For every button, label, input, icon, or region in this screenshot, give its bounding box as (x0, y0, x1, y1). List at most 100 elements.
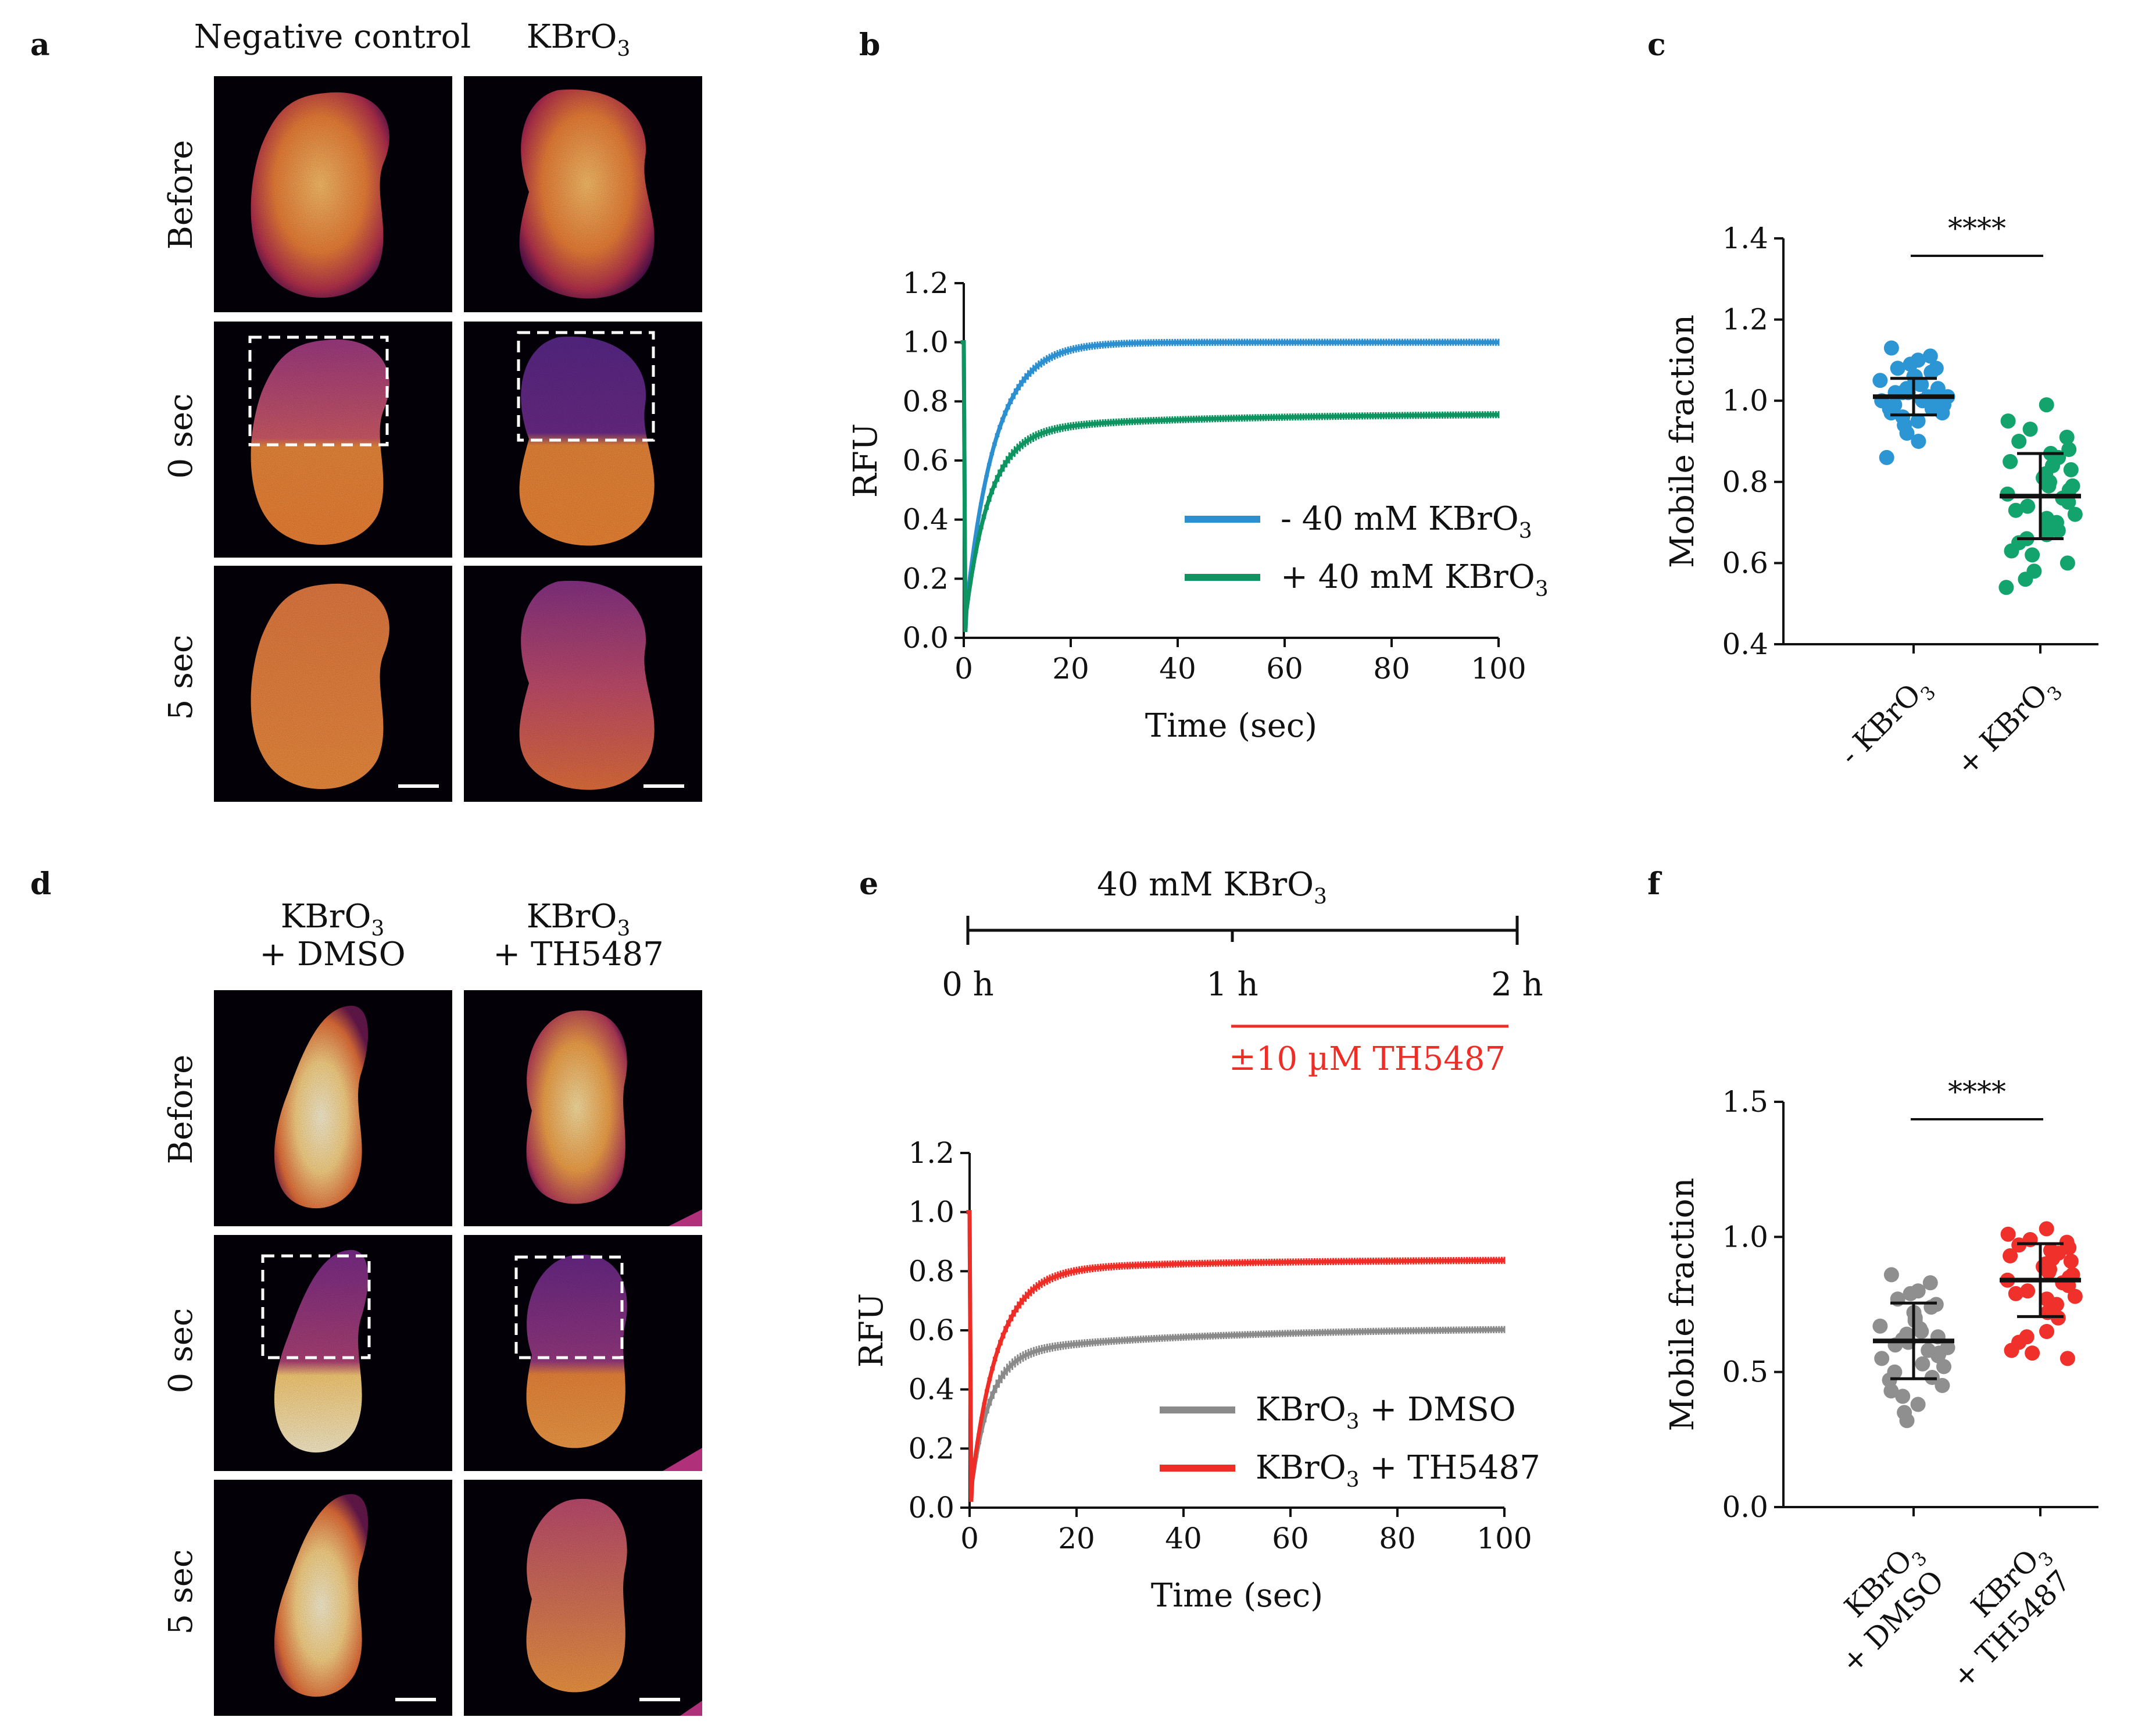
data-point (2004, 1343, 2019, 1358)
x-axis-title: Time (sec) (1145, 707, 1317, 745)
series-line (966, 1210, 1504, 1502)
panel-label-d: d (30, 866, 51, 902)
y-tick-label: 0.4 (902, 503, 949, 537)
y-tick-label: 0.6 (902, 444, 949, 477)
significance-stars: **** (1948, 1075, 2006, 1109)
legend-label: + 40 mM KBrO3 (1281, 558, 1549, 601)
corner-artifact-d-5sec (680, 1701, 702, 1716)
bleach-roi-d-th5487 (514, 1255, 624, 1359)
data-point (2067, 1288, 2083, 1304)
treatment-label: ±10 µM TH5487 (1229, 1040, 1506, 1078)
legend-label: KBrO3 + DMSO (1256, 1391, 1516, 1434)
y-tick-label: 0.0 (1722, 1490, 1768, 1524)
data-point (1899, 1413, 1915, 1429)
panel-label-b: b (859, 27, 880, 63)
nucleus-d-5sec-dmso (274, 1494, 369, 1697)
panel-a-col2-header: KBrO3 (527, 18, 631, 61)
y-tick-label: 1.5 (1722, 1085, 1768, 1119)
x-tick-label: 0 (960, 1522, 979, 1555)
x-tick-label: 40 (1165, 1522, 1202, 1555)
chart-e: 0 20 40 60 80 100 0.0 0.2 0.4 0.6 0.8 1.0 1.2 Time (s… (853, 1136, 1540, 1615)
data-point (2018, 572, 2033, 587)
data-point (2060, 1351, 2075, 1366)
panel-d-micrographs: KBrO3 + DMSO KBrO3 + TH5487 Before 0 sec… (162, 898, 702, 1716)
y-tick-label: 1.0 (1722, 1220, 1768, 1254)
data-point (2003, 1248, 2018, 1263)
data-point (1872, 373, 1888, 388)
data-point (2039, 1324, 2054, 1339)
data-point (2050, 523, 2066, 538)
y-tick-label: 0.5 (1722, 1355, 1768, 1389)
nucleus-a-before-control (251, 92, 389, 298)
data-point (1911, 434, 1926, 449)
nucleus-a-5sec-kbro3 (519, 580, 655, 790)
panel-d-col1-header-line1: KBrO3 (281, 898, 385, 941)
y-tick-label: 0.8 (908, 1254, 954, 1288)
y-tick-label: 1.4 (1722, 222, 1768, 255)
series-blue (960, 338, 1500, 632)
y-tick-label: 1.2 (908, 1136, 954, 1170)
panel-label-c: c (1647, 27, 1666, 63)
y-axis-title: Mobile fraction (1664, 315, 1701, 568)
y-tick-label: 0.4 (908, 1373, 954, 1406)
x-tick-label: 80 (1373, 652, 1410, 686)
panel-a-col1-header: Negative control (194, 18, 471, 56)
data-point (2008, 502, 2023, 518)
data-point (1899, 426, 1915, 441)
nucleus-d-0sec-th5487 (526, 1254, 627, 1448)
timeline-label-2h: 2 h (1491, 966, 1543, 1004)
y-axis-title: RFU (853, 1293, 891, 1368)
y-tick-label: 0.0 (908, 1491, 954, 1525)
series-line (960, 340, 1499, 633)
data-point (1883, 1383, 1899, 1399)
data-point (1883, 340, 1899, 356)
data-point (1874, 1351, 1890, 1366)
bleach-roi-d-dmso (261, 1254, 371, 1359)
data-point (1935, 1377, 1950, 1393)
data-point (1922, 348, 1938, 364)
data-point (1890, 360, 1905, 376)
y-tick-label: 0.8 (1722, 465, 1768, 499)
data-point (2022, 422, 2038, 437)
panel-a-row-before: Before (162, 140, 200, 250)
x-tick-label: 60 (1272, 1522, 1309, 1555)
data-point (2011, 434, 2027, 449)
legend-label: KBrO3 + TH5487 (1256, 1449, 1540, 1492)
data-point (1903, 1286, 1918, 1301)
legend-label: - 40 mM KBrO3 (1281, 500, 1532, 543)
data-point (2020, 1283, 2036, 1299)
panel-d-row-5sec: 5 sec (162, 1550, 200, 1635)
y-tick-label: 1.0 (1722, 384, 1768, 417)
series-green (960, 340, 1500, 633)
panel-label-f: f (1647, 866, 1662, 902)
bleach-roi-a-control (248, 335, 389, 447)
x-tick-label: 60 (1266, 652, 1303, 686)
x-tick-label: 40 (1159, 652, 1196, 686)
data-point (2063, 462, 2079, 477)
timeline-title: 40 mM KBrO3 (1097, 866, 1327, 909)
y-tick-label: 0.2 (908, 1431, 954, 1465)
nucleus-a-0sec-control (251, 339, 389, 545)
data-point (1923, 365, 1939, 380)
y-tick-label: 0.6 (1722, 546, 1768, 580)
data-point (2059, 430, 2075, 445)
data-point (2039, 1221, 2054, 1237)
panel-d-col2-header-line1: KBrO3 (527, 898, 631, 941)
panel-a-row-0sec: 0 sec (162, 394, 200, 479)
data-point (1914, 1324, 1929, 1339)
data-point (1915, 1356, 1930, 1372)
data-point (2008, 1286, 2023, 1301)
nucleus-d-before-th5487 (526, 1010, 627, 1204)
y-tick-label: 1.2 (1722, 303, 1768, 337)
data-point (1936, 1359, 1951, 1375)
series-red (966, 1210, 1506, 1502)
y-axis-title: Mobile fraction (1664, 1177, 1701, 1431)
nucleus-a-5sec-control (251, 583, 389, 790)
charts-layer: 0 20 40 60 80 100 0.0 0.2 0.4 0.6 0.8 1.0 1.2 Time (s… (847, 212, 2098, 1695)
nucleus-d-before-dmso (274, 1005, 369, 1209)
data-point (1922, 1275, 1938, 1291)
chart-c: 0.4 0.6 0.8 1.0 1.2 1.4 Mobile fraction - KBrO3… (1664, 212, 2098, 782)
timeline-label-0h: 0 h (942, 966, 994, 1004)
series-line (966, 1210, 1504, 1502)
x-tick-label: 100 (1471, 652, 1526, 686)
